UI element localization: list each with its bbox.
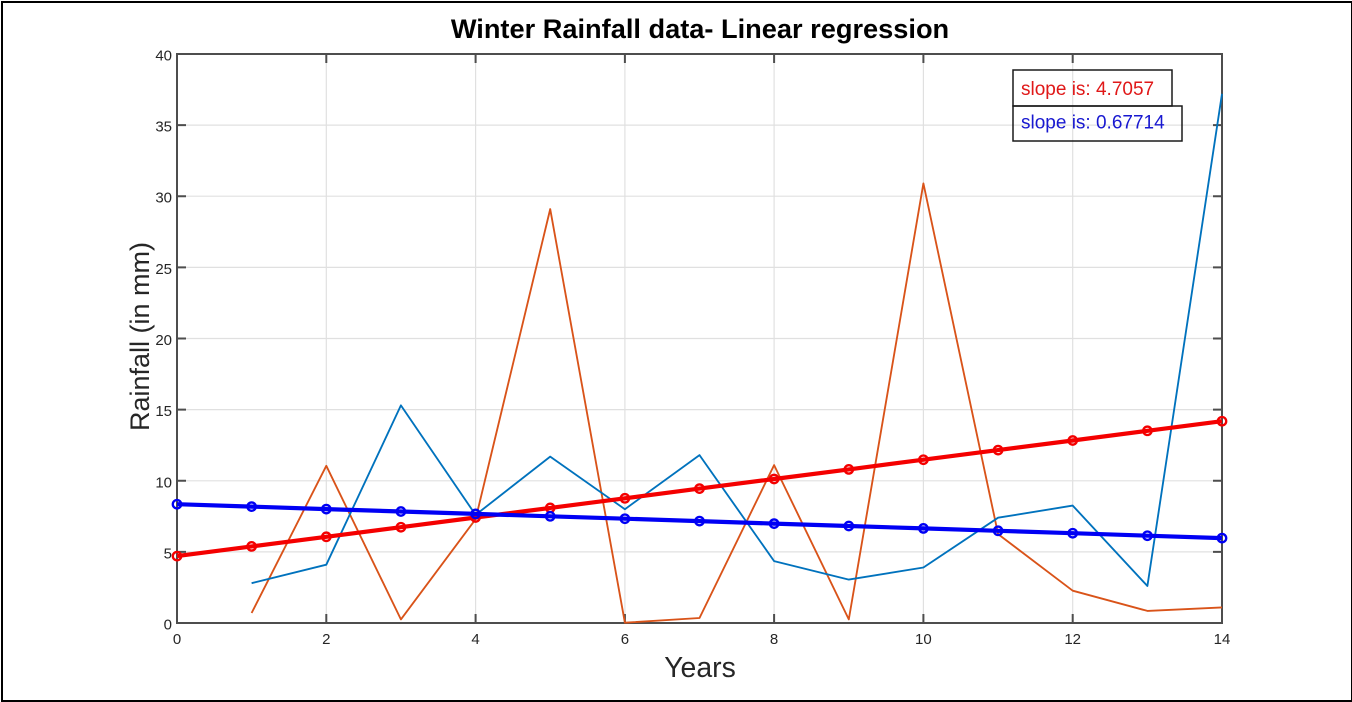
svg-text:40: 40 [155,48,172,65]
svg-text:6: 6 [621,631,629,648]
svg-text:10: 10 [915,631,932,648]
svg-text:0: 0 [173,631,181,648]
svg-text:4: 4 [471,631,479,648]
svg-text:20: 20 [155,332,172,349]
svg-text:30: 30 [155,190,172,207]
svg-text:0: 0 [164,617,172,634]
svg-text:Winter Rainfall data- Linear r: Winter Rainfall data- Linear regression [451,13,949,44]
svg-text:Years: Years [664,652,736,684]
svg-text:14: 14 [1214,631,1231,648]
svg-text:12: 12 [1064,631,1081,648]
svg-text:slope is: 4.7057: slope is: 4.7057 [1021,79,1154,100]
svg-text:25: 25 [155,261,172,278]
svg-text:10: 10 [155,474,172,491]
svg-text:8: 8 [770,631,778,648]
svg-text:2: 2 [322,631,330,648]
svg-text:15: 15 [155,403,172,420]
svg-text:Rainfall (in mm): Rainfall (in mm) [125,242,155,431]
svg-text:slope is: 0.67714: slope is: 0.67714 [1021,113,1165,134]
svg-text:5: 5 [164,545,172,562]
svg-text:35: 35 [155,119,172,136]
